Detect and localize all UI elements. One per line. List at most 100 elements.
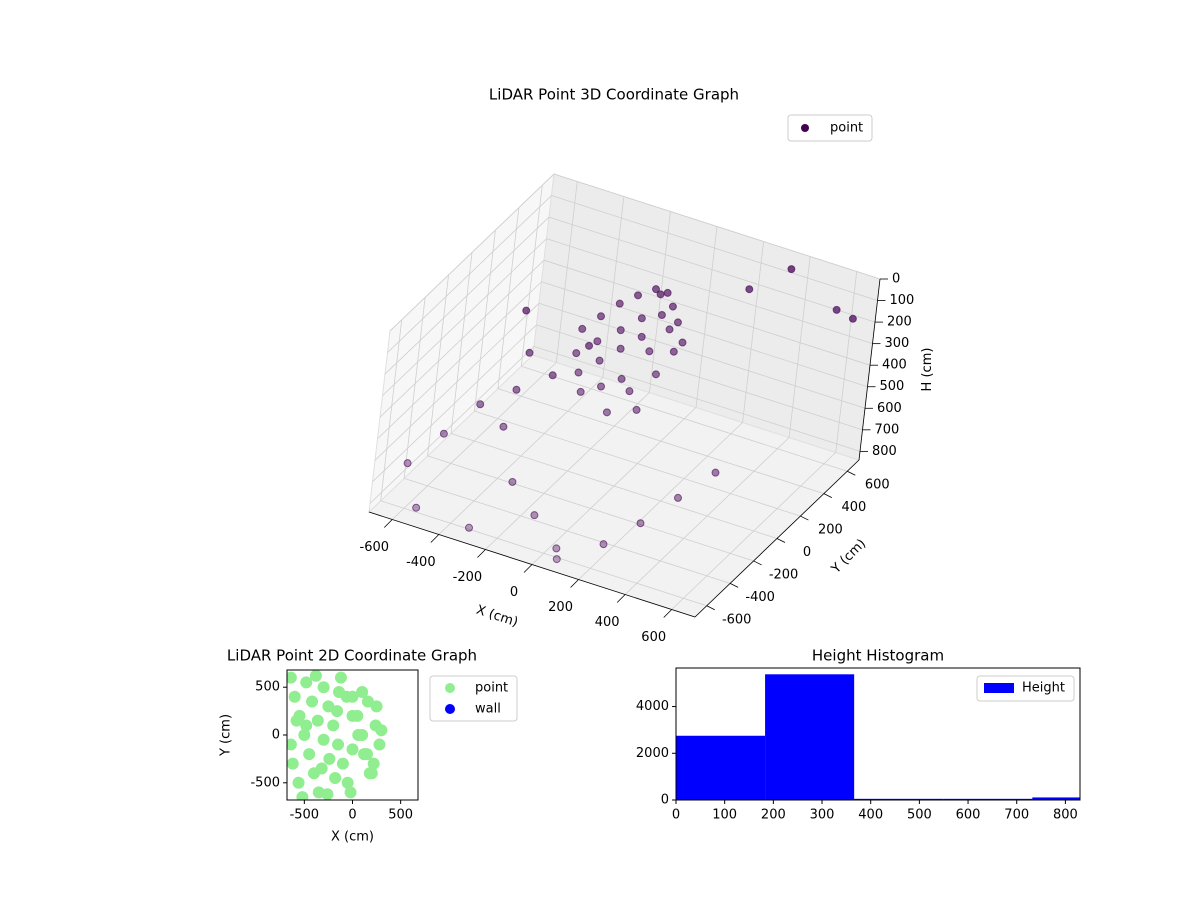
point (745, 285, 754, 294)
point (373, 738, 386, 751)
point (530, 511, 539, 520)
point (296, 791, 309, 800)
y-tick-label: 0 (272, 728, 280, 743)
point (346, 743, 359, 756)
grid-line (369, 346, 535, 504)
bar (765, 674, 855, 800)
tick-mark (753, 560, 762, 566)
point (593, 337, 602, 346)
point (356, 685, 369, 698)
legend-marker (801, 124, 809, 132)
y-tick-label: 0 (661, 793, 669, 808)
point (332, 738, 345, 751)
point (652, 285, 660, 294)
grid-line (450, 433, 778, 539)
y-tick-label: -500 (250, 775, 280, 790)
point (315, 762, 328, 775)
grid-line (497, 388, 824, 495)
y-axis-label: Y (cm) (219, 714, 234, 757)
legend-marker (445, 683, 455, 693)
legend-label: point (475, 681, 508, 696)
bar (676, 735, 766, 800)
x-axis-label: X (cm) (474, 603, 520, 631)
chart-title: LiDAR Point 2D Coordinate Graph (227, 647, 477, 665)
x-tick-label: 700 (1004, 808, 1029, 823)
point (832, 305, 841, 314)
point (572, 349, 581, 358)
point (637, 332, 646, 341)
point (574, 368, 583, 377)
tick-mark (706, 605, 715, 611)
x-tick-label: 100 (712, 808, 737, 823)
x-tick-label: 0 (510, 585, 518, 600)
point (290, 714, 303, 727)
point (711, 468, 720, 477)
y-tick-label: 0 (803, 545, 811, 560)
z-tick-label: 300 (885, 336, 910, 351)
axis-line (694, 459, 860, 618)
y-tick-label: 400 (841, 500, 866, 515)
point (309, 670, 322, 682)
chart-title: LiDAR Point 3D Coordinate Graph (489, 86, 739, 104)
point (595, 356, 604, 365)
point (298, 729, 311, 741)
x-tick-label: -600 (360, 540, 390, 555)
axis-line (858, 278, 881, 461)
grid-line (380, 500, 707, 607)
y-tick-label: -200 (769, 567, 799, 582)
grid-line (427, 455, 754, 562)
point (636, 519, 645, 528)
grid-line (474, 410, 801, 517)
point (403, 459, 412, 468)
legend-box (976, 675, 1075, 702)
point (287, 671, 297, 684)
tick-mark (616, 594, 626, 603)
x-tick-label: 500 (907, 808, 932, 823)
x-tick-label: 300 (810, 808, 835, 823)
y-tick-label: 600 (865, 478, 890, 493)
z-tick-label: 400 (882, 358, 907, 373)
point (665, 325, 674, 334)
y-tick-label: 2000 (636, 746, 669, 761)
tick-mark (847, 470, 856, 476)
legend-box (787, 114, 873, 142)
z-tick-label: 0 (892, 272, 900, 287)
tick-mark (477, 549, 486, 558)
point (651, 370, 660, 379)
y-tick-label: 4000 (636, 699, 669, 714)
point (321, 788, 334, 800)
point (329, 772, 342, 785)
point (602, 408, 611, 417)
grid-line (533, 346, 861, 452)
y-tick-label: -400 (745, 590, 775, 605)
point (673, 318, 682, 327)
point (344, 786, 357, 799)
point (522, 306, 531, 315)
z-tick-label: 100 (890, 293, 915, 308)
point (465, 523, 473, 532)
x-tick-label: -500 (290, 808, 320, 823)
point (375, 724, 388, 737)
legend-marker (984, 683, 1014, 693)
tick-mark (523, 564, 533, 573)
x-tick-label: 200 (548, 600, 573, 615)
point (367, 757, 380, 770)
x-axis-label: X (cm) (331, 830, 374, 845)
point (599, 540, 608, 549)
axes-frame (675, 667, 1081, 801)
point (848, 314, 857, 323)
point (637, 314, 646, 323)
x-tick-label: 800 (1053, 808, 1078, 823)
point (668, 302, 677, 311)
point (669, 347, 678, 356)
z-tick-label: 500 (880, 379, 905, 394)
point (287, 757, 299, 770)
point (616, 326, 625, 335)
grid-line (374, 302, 540, 461)
grid-line (389, 173, 555, 332)
z-axis-label: H (cm) (920, 348, 935, 392)
legend-label: wall (475, 702, 501, 717)
tick-mark (384, 519, 393, 528)
point (656, 290, 665, 299)
